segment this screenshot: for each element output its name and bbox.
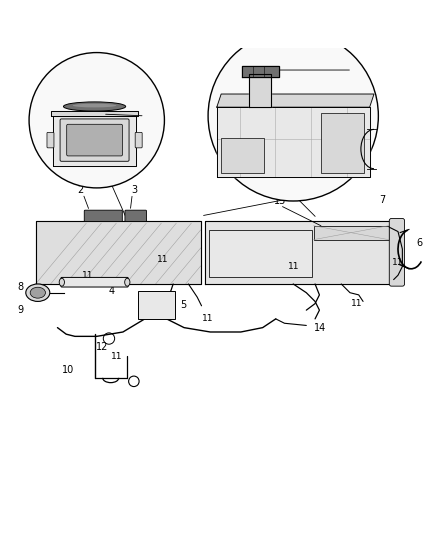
Polygon shape (217, 107, 370, 177)
Ellipse shape (30, 287, 46, 298)
Text: 11: 11 (351, 299, 362, 308)
FancyBboxPatch shape (221, 138, 264, 173)
FancyBboxPatch shape (61, 277, 128, 287)
Polygon shape (51, 111, 138, 116)
FancyBboxPatch shape (209, 230, 312, 277)
Ellipse shape (59, 278, 64, 286)
FancyBboxPatch shape (138, 290, 175, 319)
Text: 8: 8 (17, 282, 23, 292)
Circle shape (208, 31, 378, 201)
Polygon shape (35, 221, 201, 284)
Text: 10: 10 (62, 366, 74, 375)
FancyBboxPatch shape (84, 210, 122, 222)
Circle shape (29, 53, 164, 188)
Text: 11: 11 (111, 351, 122, 360)
Ellipse shape (125, 278, 130, 286)
Text: 11: 11 (287, 262, 299, 271)
Polygon shape (249, 75, 271, 107)
FancyBboxPatch shape (125, 210, 146, 222)
Text: 6: 6 (416, 238, 422, 248)
Text: 3: 3 (131, 185, 138, 195)
Text: 2: 2 (78, 185, 84, 195)
Text: 2: 2 (148, 111, 155, 121)
FancyBboxPatch shape (47, 132, 54, 148)
Text: 11: 11 (392, 257, 404, 266)
Polygon shape (53, 116, 136, 166)
Text: 14: 14 (314, 322, 326, 333)
Text: 7: 7 (380, 195, 386, 205)
Ellipse shape (26, 284, 50, 302)
Text: 1: 1 (356, 64, 362, 74)
FancyBboxPatch shape (60, 119, 129, 161)
Text: 13: 13 (274, 196, 286, 206)
FancyBboxPatch shape (135, 132, 142, 148)
FancyBboxPatch shape (67, 124, 123, 156)
Polygon shape (242, 66, 279, 77)
Text: 4: 4 (109, 286, 115, 296)
Polygon shape (217, 94, 374, 107)
Polygon shape (205, 221, 403, 284)
Ellipse shape (64, 102, 126, 111)
Text: 9: 9 (17, 305, 23, 315)
Text: 11: 11 (156, 255, 168, 264)
Text: 5: 5 (180, 300, 186, 310)
FancyBboxPatch shape (389, 219, 405, 286)
Ellipse shape (73, 104, 117, 107)
FancyBboxPatch shape (321, 113, 364, 173)
FancyBboxPatch shape (314, 225, 389, 240)
Text: 11: 11 (202, 314, 214, 324)
Text: 11: 11 (82, 271, 94, 280)
Text: 12: 12 (96, 342, 108, 352)
